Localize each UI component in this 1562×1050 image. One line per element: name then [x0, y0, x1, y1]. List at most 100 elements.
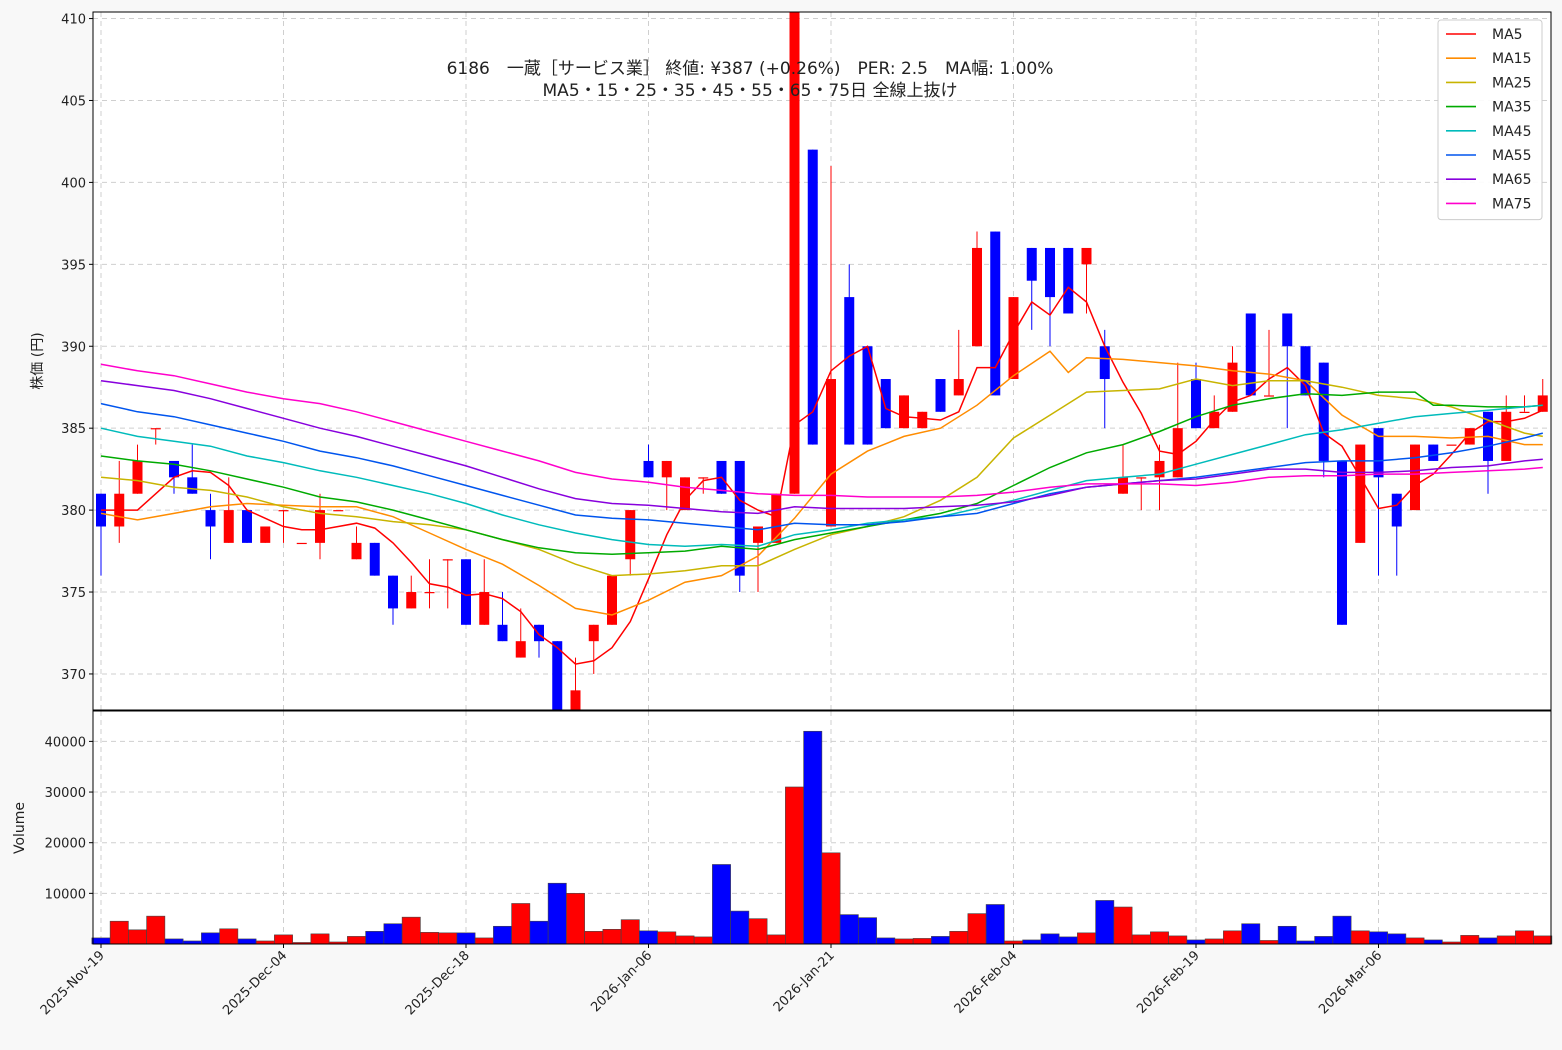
volume-bar — [949, 931, 969, 945]
price-tick-label: 375 — [61, 586, 86, 601]
candle-body — [953, 379, 964, 396]
volume-bar — [912, 938, 932, 945]
legend-label: MA55 — [1492, 148, 1531, 164]
legend-label: MA65 — [1492, 172, 1531, 188]
candle-body — [169, 460, 179, 478]
candle-body — [771, 493, 782, 543]
volume-bar — [1369, 931, 1388, 945]
volume-bar — [1332, 915, 1352, 945]
candle-body — [1191, 379, 1201, 429]
candle-body — [643, 460, 654, 478]
candle-body — [150, 428, 161, 430]
candle-body — [1391, 493, 1402, 527]
candle-body — [698, 477, 709, 479]
volume-bar — [1022, 939, 1042, 945]
candle-body — [1464, 428, 1475, 445]
candle-body — [424, 592, 435, 594]
legend-label: MA15 — [1492, 51, 1531, 67]
volume-axis-label: Volume — [12, 802, 28, 854]
chart-title-line2: MA5・15・25・35・45・55・65・75日 全線上抜け — [543, 81, 958, 101]
candle-body — [205, 510, 216, 527]
volume-bar — [401, 916, 421, 945]
ma-line-ma45 — [100, 404, 1543, 547]
candle-body — [260, 526, 271, 543]
candle-body — [625, 510, 636, 560]
candle-body — [899, 395, 909, 429]
volume-bar — [1040, 933, 1060, 945]
candle-body — [1045, 247, 1055, 298]
candle-body — [1026, 247, 1037, 281]
ma-line-ma65 — [100, 379, 1543, 515]
candle-body — [388, 575, 398, 609]
legend-label: MA5 — [1492, 27, 1523, 43]
candle-body — [132, 460, 143, 494]
legend-box — [1437, 19, 1543, 221]
volume-bar — [146, 915, 166, 945]
legend-label: MA35 — [1492, 100, 1531, 116]
candle-body — [406, 592, 417, 609]
volume-bar — [91, 937, 111, 945]
candle-body — [990, 231, 1001, 396]
candle-body — [807, 149, 818, 445]
candle-body — [570, 690, 581, 710]
candle-body — [826, 379, 836, 527]
price-panel-background — [93, 12, 1551, 710]
volume-tick-label: 30000 — [45, 786, 86, 801]
volume-tick-label: 10000 — [45, 887, 86, 902]
volume-bar — [1387, 933, 1407, 945]
volume-bar — [1496, 935, 1516, 945]
price-tick-label: 370 — [61, 668, 86, 683]
volume-bar — [985, 904, 1005, 945]
volume-bar — [511, 903, 531, 945]
ma-line-ma5 — [101, 286, 1544, 665]
volume-bar — [1478, 937, 1498, 945]
volume-bar — [931, 936, 950, 945]
candle-body — [1428, 444, 1439, 461]
volume-bar — [383, 923, 403, 945]
price-axis-label: 株価 (円) — [30, 332, 46, 389]
volume-bar — [1241, 923, 1261, 945]
volume-bar — [310, 933, 330, 945]
candle-body — [1245, 313, 1256, 396]
volume-bar — [876, 937, 896, 945]
volume-bar — [1186, 939, 1206, 945]
candle-body — [1537, 395, 1548, 412]
candle-body — [734, 460, 745, 576]
volume-bar — [675, 935, 695, 945]
price-tick-label: 380 — [61, 504, 86, 519]
volume-bar — [803, 730, 823, 945]
volume-bar — [1533, 935, 1553, 945]
volume-bar — [566, 893, 585, 945]
candle-body — [1519, 411, 1530, 413]
volume-bar — [1515, 930, 1534, 945]
volume-bar — [748, 918, 768, 945]
price-tick-label: 405 — [61, 94, 86, 109]
candle-body — [223, 510, 234, 543]
candle-body — [1300, 346, 1311, 396]
volume-bar — [1423, 939, 1443, 945]
candle-body — [242, 510, 252, 543]
candle-body — [917, 411, 928, 429]
candle-body — [1337, 460, 1347, 625]
volume-bar — [766, 934, 786, 945]
volume-bar — [365, 931, 385, 945]
volume-bar — [894, 938, 914, 945]
volume-bar — [839, 914, 859, 945]
ma-line-ma15 — [100, 350, 1543, 616]
candle-body — [661, 460, 672, 478]
candle-body — [534, 624, 544, 642]
volume-bar — [639, 930, 658, 945]
volume-bar — [785, 786, 804, 945]
volume-bar — [274, 934, 293, 945]
candle-body — [1318, 362, 1329, 461]
volume-bar — [1077, 932, 1096, 945]
candle-body — [351, 542, 362, 560]
candle-body — [789, 12, 800, 494]
volume-bar — [1350, 930, 1370, 945]
volume-bar — [1131, 934, 1151, 945]
volume-bar — [1223, 930, 1242, 945]
candle-body — [680, 477, 690, 511]
volume-bar — [620, 919, 640, 945]
candle-body — [1410, 444, 1420, 511]
